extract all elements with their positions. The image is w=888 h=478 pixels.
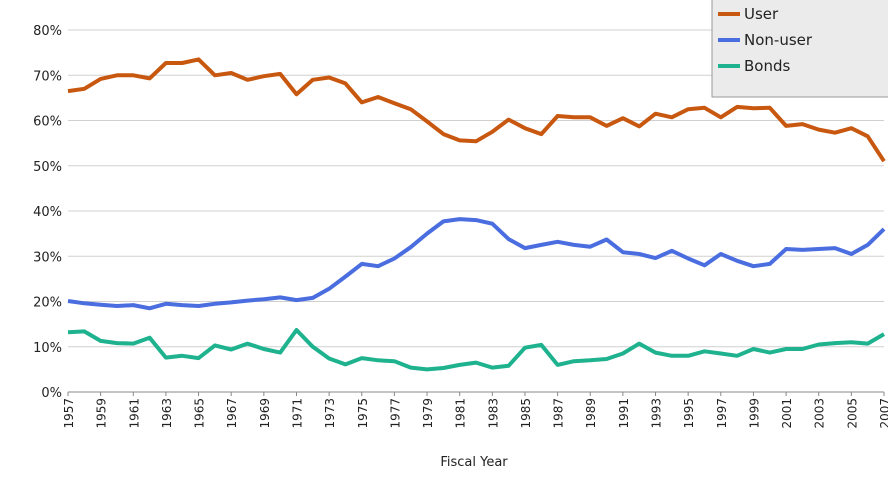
x-tick-label: 1995	[682, 398, 696, 429]
x-tick-label: 1991	[617, 398, 631, 429]
x-tick-label: 1997	[715, 398, 729, 429]
x-tick-label: 1973	[323, 398, 337, 429]
series-line	[67, 57, 886, 163]
y-tick-label: 0%	[41, 386, 62, 401]
legend-label: User	[744, 5, 779, 23]
x-tick-label: 1999	[747, 398, 761, 429]
x-axis-label: Fiscal Year	[440, 455, 508, 470]
x-tick-label: 1959	[95, 398, 109, 429]
x-tick-label: 2007	[878, 398, 888, 429]
x-tick-label: 1977	[388, 398, 402, 429]
x-tick-label: 1957	[62, 398, 76, 429]
y-tick-label: 70%	[33, 69, 62, 84]
series-line	[67, 328, 886, 372]
x-tick-label: 1975	[356, 398, 370, 429]
x-tick-label: 1971	[290, 398, 304, 429]
x-tick-label: 1963	[160, 398, 174, 429]
legend-box	[711, 0, 888, 98]
y-tick-label: 20%	[33, 296, 62, 311]
x-tick-label: 1985	[519, 398, 533, 429]
y-tick-label: 40%	[33, 205, 62, 220]
x-tick-label: 2001	[780, 398, 794, 429]
legend-label: Bonds	[744, 57, 790, 75]
x-tick-label: 1969	[258, 398, 272, 429]
x-tick-label: 1967	[225, 398, 239, 429]
y-tick-label: 80%	[33, 24, 62, 39]
x-tick-label: 1989	[584, 398, 598, 429]
y-tick-label: 10%	[33, 341, 62, 356]
x-tick-label: 2005	[845, 398, 859, 429]
legend-label: Non-user	[744, 31, 813, 49]
y-tick-label: 50%	[33, 160, 62, 175]
x-tick-label: 1979	[421, 398, 435, 429]
x-tick-label: 1987	[552, 398, 566, 429]
x-tick-label: 2003	[813, 398, 827, 429]
x-tick-label: 1993	[650, 398, 664, 429]
x-tick-label: 1983	[486, 398, 500, 429]
x-tick-label: 1961	[127, 398, 141, 429]
x-tick-label: 1981	[454, 398, 468, 429]
series-line	[67, 217, 886, 311]
y-tick-label: 60%	[33, 115, 62, 130]
x-tick-label: 1965	[193, 398, 207, 429]
y-tick-label: 30%	[33, 250, 62, 265]
